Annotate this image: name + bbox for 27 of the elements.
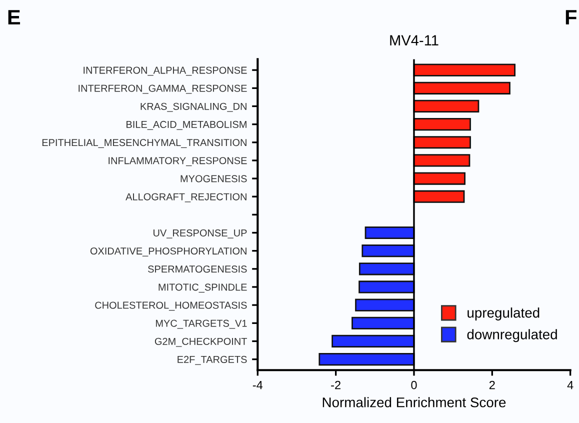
y-tick-label: G2M_CHECKPOINT — [154, 338, 248, 347]
y-tick-label: INFLAMMATORY_RESPONSE — [108, 157, 247, 166]
y-tick-label: UV_RESPONSE_UP — [154, 229, 247, 238]
y-tick-label: OXIDATIVE_PHOSPHORYLATION — [90, 247, 246, 256]
y-tick-label: ALLOGRAFT_REJECTION — [126, 193, 246, 202]
x-tick-label: -2 — [331, 380, 340, 390]
x-tick-label: -4 — [252, 380, 263, 390]
y-tick-label: INTERFERON_GAMMA_RESPONSE — [78, 84, 247, 94]
y-tick-label: EPITHELIAL_MESENCHYMAL_TRANSITION — [42, 139, 246, 148]
y-tick-label: BILE_ACID_METABOLISM — [126, 120, 246, 130]
y-tick-label: MYC_TARGETS_V1 — [156, 320, 247, 329]
chart-title: MV4-11 — [390, 35, 438, 46]
x-tick-label: 4 — [567, 380, 574, 390]
x-tick-label: 2 — [489, 380, 495, 390]
legend-label: downregulated — [467, 329, 557, 342]
legend-label: upregulated — [468, 308, 540, 320]
y-tick-label: E2F_TARGETS — [178, 356, 247, 365]
y-tick-label: SPERMATOGENESIS — [148, 266, 247, 273]
text: E — [8, 10, 20, 24]
y-tick-label: MYOGENESIS — [180, 175, 247, 182]
y-tick-label: KRAS_SIGNALING_DN — [140, 102, 246, 112]
x-axis-title: Normalized Enrichment Score — [322, 397, 506, 408]
y-tick-label: CHOLESTEROL_HOMEOSTASIS — [95, 302, 247, 311]
text: F — [566, 10, 576, 24]
x-tick-label: 0 — [411, 380, 417, 390]
y-tick-label: INTERFERON_ALPHA_RESPONSE — [84, 66, 247, 76]
y-tick-label: MITOTIC_SPINDLE — [158, 284, 247, 293]
